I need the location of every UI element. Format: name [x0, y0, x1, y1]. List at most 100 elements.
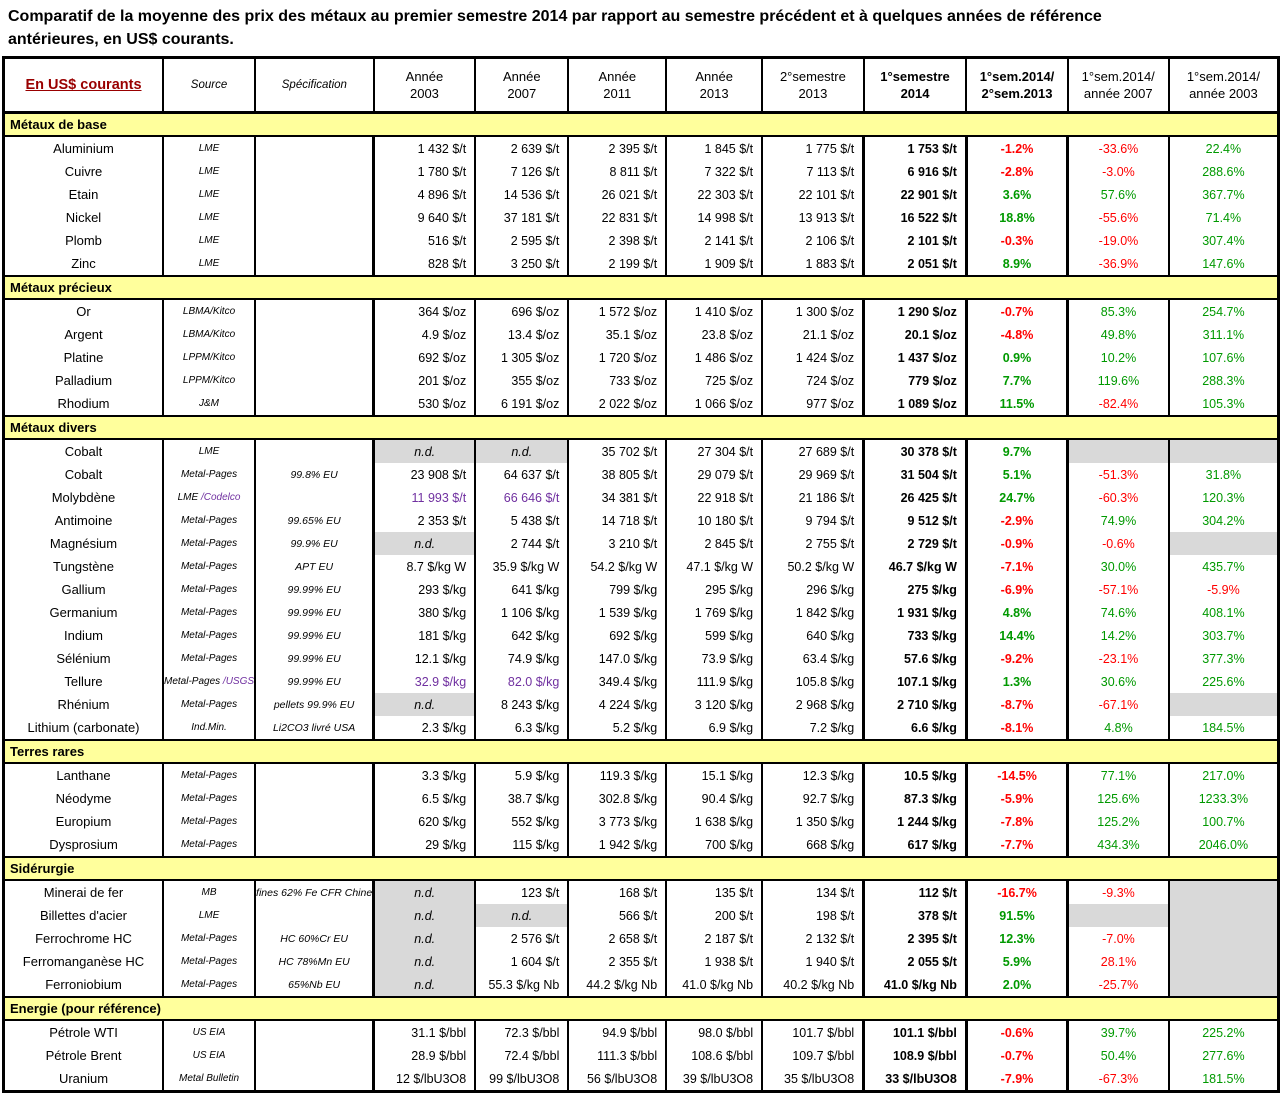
ratio-cell: -5.9% — [1207, 582, 1240, 597]
price-cell: 9 512 $/t — [863, 509, 968, 533]
price-cell: 733 $/kg — [863, 624, 968, 648]
ratio-cell: -0.7% — [966, 1044, 1070, 1068]
price-cell: 2 968 $/kg — [762, 693, 866, 717]
spec-cell: HC 60%Cr EU — [255, 927, 376, 951]
source-cell: LME — [163, 439, 257, 464]
metal-name: Lanthane — [3, 763, 164, 788]
section-header: Métaux précieux — [3, 275, 1279, 301]
spec-cell: 99.9% EU — [255, 532, 376, 556]
price-cell: 2 055 $/t — [863, 950, 968, 974]
source-cell: LME — [163, 206, 257, 230]
ratio-cell: 30.6% — [1067, 670, 1170, 694]
ratio-cell: 120.3% — [1202, 490, 1245, 505]
price-cell: 31.1 $/bbl — [373, 1020, 477, 1045]
price-cell: 2.3 $/kg — [373, 716, 477, 741]
price-cell: 135 $/t — [666, 880, 764, 905]
price-cell: 6.5 $/kg — [373, 787, 477, 811]
price-cell: 38 805 $/t — [568, 463, 668, 487]
price-cell: 1 350 $/kg — [762, 810, 866, 834]
spec-cell: 99.99% EU — [255, 670, 376, 694]
price-cell: 725 $/oz — [666, 369, 764, 393]
metal-name: Or — [3, 299, 164, 324]
column-header: 1°semestre 2014 — [862, 56, 968, 115]
price-cell: 641 $/kg — [475, 578, 570, 602]
price-cell: 2 355 $/t — [568, 950, 668, 974]
ratio-cell: -0.6% — [1067, 532, 1170, 556]
price-cell: 15.1 $/kg — [666, 763, 764, 788]
source-cell: US EIA — [163, 1020, 257, 1045]
spec-cell — [255, 787, 376, 811]
price-cell: 82.0 $/kg — [475, 670, 570, 694]
price-cell: 87.3 $/kg — [863, 787, 968, 811]
source-cell: LME — [163, 904, 257, 928]
price-cell: 364 $/oz — [373, 299, 477, 324]
section-header: Métaux de base — [3, 111, 1279, 138]
price-cell: 201 $/oz — [373, 369, 477, 393]
spec-cell — [255, 160, 376, 184]
metal-row: Plomb LME 516 $/t 2 595 $/t 2 398 $/t 2 141 $… — [3, 229, 1279, 253]
source-secondary: /USGS — [220, 676, 255, 688]
price-cell: 799 $/kg — [568, 578, 668, 602]
price-cell: 2 051 $/t — [863, 252, 968, 277]
price-cell: 355 $/oz — [475, 369, 570, 393]
metal-row: Etain LME 4 896 $/t 14 536 $/t 26 021 $/t 22 … — [3, 183, 1279, 207]
price-cell: 302.8 $/kg — [568, 787, 668, 811]
price-cell: 6.6 $/kg — [863, 716, 968, 741]
price-cell: 700 $/kg — [666, 833, 764, 858]
metal-name: Pétrole Brent — [3, 1044, 164, 1068]
price-cell: 54.2 $/kg W — [568, 555, 668, 579]
ratio-cell: -4.8% — [966, 323, 1070, 347]
metal-name: Palladium — [3, 369, 164, 393]
price-cell: 98.0 $/bbl — [666, 1020, 764, 1045]
spec-cell — [255, 346, 376, 370]
ratio-cell — [1067, 904, 1170, 928]
column-header: Source — [161, 56, 257, 115]
price-cell: 378 $/t — [863, 904, 968, 928]
price-cell: 35 $/lbU3O8 — [762, 1067, 866, 1092]
price-cell: 16 522 $/t — [863, 206, 968, 230]
price-cell: 516 $/t — [373, 229, 477, 253]
price-cell: 692 $/kg — [568, 624, 668, 648]
price-cell: 29 $/kg — [373, 833, 477, 858]
ratio-cell: 181.5% — [1202, 1071, 1245, 1086]
price-cell: 380 $/kg — [373, 601, 477, 625]
ratio-cell — [1067, 439, 1170, 464]
metal-name: Plomb — [3, 229, 164, 253]
spec-cell — [255, 833, 376, 858]
price-cell: 123 $/t — [475, 880, 570, 905]
source-cell: J&M — [163, 392, 257, 417]
spec-cell — [255, 1044, 376, 1068]
price-cell: 101.1 $/bbl — [863, 1020, 968, 1045]
price-cell: 14 718 $/t — [568, 509, 668, 533]
ratio-cell — [1168, 927, 1279, 951]
spec-cell — [255, 323, 376, 347]
price-cell: 4 224 $/kg — [568, 693, 668, 717]
price-cell: 109.7 $/bbl — [762, 1044, 866, 1068]
metal-prices-table: En US$ courants Source Spécification Année 2… — [2, 56, 1280, 1093]
price-cell: 1 539 $/kg — [568, 601, 668, 625]
metal-row: Antimoine Metal-Pages 99.65% EU 2 353 $/t 5 … — [3, 509, 1279, 533]
ratio-cell: -67.1% — [1067, 693, 1170, 717]
price-cell: 1 244 $/kg — [863, 810, 968, 834]
price-cell: n.d. — [475, 904, 570, 928]
ratio-cell: -1.2% — [966, 136, 1070, 161]
price-cell: 7 113 $/t — [762, 160, 866, 184]
price-cell: 111.3 $/bbl — [568, 1044, 668, 1068]
price-cell: 620 $/kg — [373, 810, 477, 834]
price-cell: 26 021 $/t — [568, 183, 668, 207]
price-cell: 6 191 $/oz — [475, 392, 570, 417]
ratio-cell: -82.4% — [1067, 392, 1170, 417]
source-cell: Metal-Pages — [163, 950, 257, 974]
price-cell: 2 353 $/t — [373, 509, 477, 533]
source-cell: Metal-Pages — [163, 578, 257, 602]
ratio-cell: 22.4% — [1205, 141, 1242, 156]
ratio-cell: 4.8% — [966, 601, 1070, 625]
spec-cell: 99.99% EU — [255, 578, 376, 602]
column-header: 1°sem.2014/2°sem.2013 — [965, 56, 1069, 115]
source-cell: US EIA — [163, 1044, 257, 1068]
price-cell: 733 $/oz — [568, 369, 668, 393]
price-cell: 20.1 $/oz — [863, 323, 968, 347]
spec-cell — [255, 810, 376, 834]
metal-name: Uranium — [3, 1067, 164, 1092]
spec-cell — [255, 1020, 376, 1045]
